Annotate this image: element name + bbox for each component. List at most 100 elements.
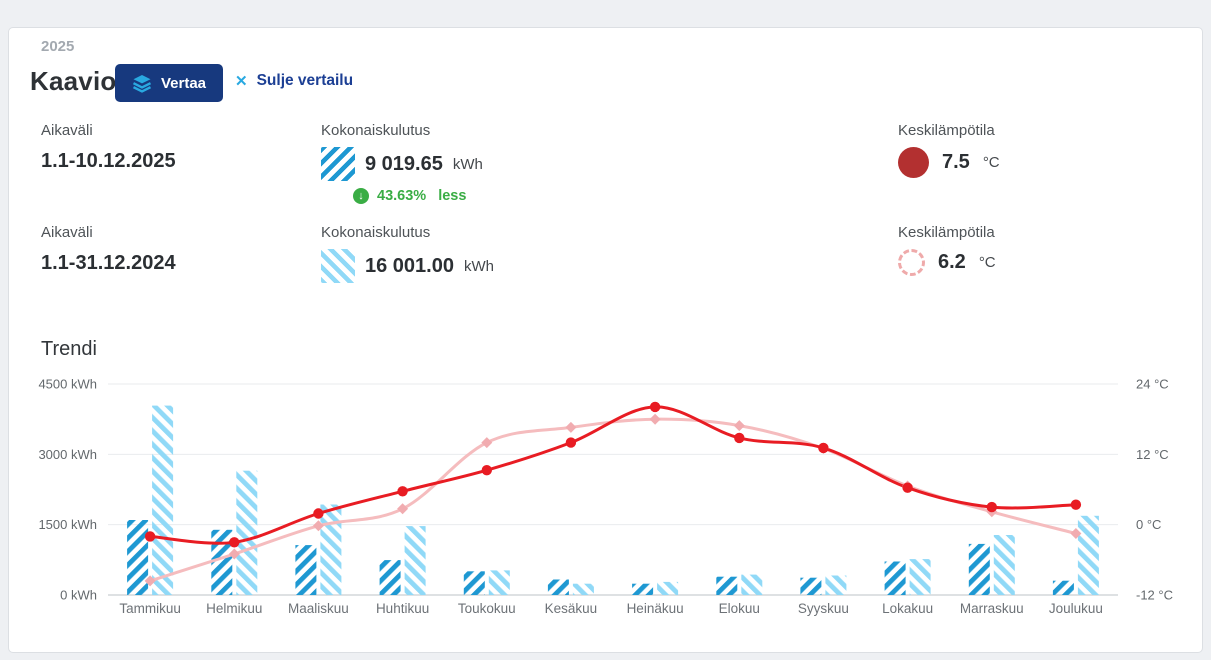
month-label: Lokakuu	[882, 601, 933, 616]
bar-consumption-2024-tammikuu[interactable]	[152, 405, 174, 595]
decrease-badge: ↓ 43.63% less	[353, 188, 483, 204]
bar-consumption-2025-joulukuu[interactable]	[1052, 580, 1074, 595]
temp-point-temperature-2024-huhtikuu[interactable]	[397, 503, 409, 515]
close-icon: ✕	[235, 72, 248, 90]
bar-consumption-2024-joulukuu[interactable]	[1077, 515, 1099, 595]
bar-consumption-2025-helmikuu[interactable]	[211, 529, 233, 595]
bar-consumption-2025-huhtikuu[interactable]	[379, 560, 401, 595]
consumption-2025: Kokonaiskulutus 9 019.65 kWh ↓ 43.63% le…	[321, 122, 483, 204]
temp-point-temperature-2025-lokakuu[interactable]	[902, 482, 913, 493]
temp-point-temperature-2025-huhtikuu[interactable]	[397, 486, 408, 497]
trend-chart-svg[interactable]: 4500 kWh 3000 kWh 1500 kWh 0 kWh 24 °C 12 °C 0…	[9, 358, 1204, 638]
bar-consumption-2025-marraskuu[interactable]	[968, 543, 990, 595]
month-label: Tammikuu	[119, 601, 181, 616]
temp-point-temperature-2025-tammikuu[interactable]	[144, 531, 156, 542]
month-label: Heinäkuu	[627, 601, 684, 616]
bar-consumption-2025-maaliskuu[interactable]	[295, 545, 317, 595]
temperature-label: Keskilämpötila	[898, 122, 995, 139]
bar-consumption-2024-elokuu[interactable]	[741, 574, 763, 595]
temp-point-temperature-2025-elokuu[interactable]	[734, 432, 745, 444]
compare-button[interactable]: Vertaa	[115, 64, 223, 102]
temp-point-temperature-2024-kesäkuu[interactable]	[565, 421, 577, 433]
consumption-2024: Kokonaiskulutus 16 001.00 kWh	[321, 224, 494, 283]
consumption-unit: kWh	[452, 155, 483, 173]
right-axis-tick: 12 °C	[1136, 447, 1169, 462]
bar-consumption-2024-heinäkuu[interactable]	[657, 581, 679, 595]
left-axis-tick: 3000 kWh	[38, 447, 97, 462]
temp-point-temperature-2025-heinäkuu[interactable]	[649, 401, 661, 413]
bar-consumption-2025-syyskuu[interactable]	[800, 577, 822, 595]
temp-swatch-2024-icon	[898, 249, 925, 276]
temp-point-temperature-2025-syyskuu[interactable]	[818, 442, 829, 454]
period-2025: Aikaväli 1.1-10.12.2025	[41, 122, 176, 173]
temp-point-temperature-2024-toukokuu[interactable]	[481, 437, 493, 449]
temperature-2025: Keskilämpötila 7.5 °C	[898, 122, 1000, 178]
consumption-unit: kWh	[463, 257, 494, 275]
right-axis-tick: 24 °C	[1136, 377, 1169, 392]
bar-consumption-2025-kesäkuu[interactable]	[547, 579, 569, 596]
left-axis-tick: 0 kWh	[60, 588, 97, 603]
temp-point-temperature-2024-heinäkuu[interactable]	[649, 413, 661, 425]
trend-title: Trendi	[41, 338, 97, 360]
bar-consumption-2024-kesäkuu[interactable]	[572, 583, 594, 595]
period-value: 1.1-10.12.2025	[41, 150, 176, 172]
bar-consumption-2025-tammikuu[interactable]	[127, 520, 149, 595]
close-compare-link[interactable]: ✕ Sulje vertailu	[235, 72, 353, 90]
bar-consumption-2025-heinäkuu[interactable]	[632, 583, 654, 595]
year-label: 2025	[41, 38, 75, 55]
month-label: Elokuu	[719, 601, 760, 616]
temp-point-temperature-2025-marraskuu[interactable]	[986, 501, 997, 513]
temp-point-temperature-2024-maaliskuu[interactable]	[312, 520, 324, 532]
consumption-label: Kokonaiskulutus	[321, 122, 431, 139]
compare-button-label: Vertaa	[160, 74, 207, 92]
bar-consumption-2025-lokakuu[interactable]	[884, 561, 906, 596]
temp-point-temperature-2025-helmikuu[interactable]	[229, 537, 240, 548]
consumption-value: 9 019.65	[365, 152, 443, 175]
bar-consumption-2024-lokakuu[interactable]	[909, 559, 931, 595]
temp-swatch-2025-icon	[898, 147, 929, 178]
month-label: Syyskuu	[798, 601, 849, 616]
temperature-unit: °C	[978, 254, 996, 271]
month-label: Toukokuu	[458, 601, 516, 616]
temp-point-temperature-2025-maaliskuu[interactable]	[313, 508, 324, 519]
consumption-label: Kokonaiskulutus	[321, 224, 431, 241]
temp-point-temperature-2024-helmikuu[interactable]	[228, 548, 240, 560]
change-percent: 43.63%	[377, 188, 427, 204]
month-label: Marraskuu	[960, 601, 1024, 616]
right-axis-tick: 0 °C	[1136, 517, 1161, 532]
bar-consumption-2024-toukokuu[interactable]	[488, 570, 510, 595]
bar-consumption-2024-syyskuu[interactable]	[825, 575, 847, 596]
month-label: Kesäkuu	[545, 601, 598, 616]
month-label: Maaliskuu	[288, 601, 349, 616]
period-2024: Aikaväli 1.1-31.12.2024	[41, 224, 176, 275]
bar-consumption-2024-helmikuu[interactable]	[236, 470, 258, 595]
temperature-value: 6.2	[938, 251, 966, 273]
bar-consumption-2024-marraskuu[interactable]	[993, 535, 1015, 595]
temp-point-temperature-2025-joulukuu[interactable]	[1070, 499, 1082, 510]
right-axis-tick: -12 °C	[1136, 588, 1173, 603]
temperature-unit: °C	[982, 154, 1000, 171]
close-compare-label: Sulje vertailu	[256, 72, 354, 89]
temp-point-temperature-2024-elokuu[interactable]	[733, 420, 745, 432]
month-label: Joulukuu	[1049, 601, 1103, 616]
bar-consumption-2025-toukokuu[interactable]	[463, 571, 485, 595]
temperature-value: 7.5	[942, 151, 970, 173]
bar-consumption-2025-elokuu[interactable]	[716, 576, 738, 595]
period-label: Aikaväli	[41, 224, 93, 241]
bar-consumption-2024-huhtikuu[interactable]	[404, 526, 426, 595]
series-swatch-2024-icon	[321, 249, 355, 283]
temp-point-temperature-2025-toukokuu[interactable]	[481, 465, 492, 476]
period-value: 1.1-31.12.2024	[41, 252, 176, 274]
temperature-2024: Keskilämpötila 6.2 °C	[898, 224, 996, 276]
temp-line-temperature-2025	[148, 405, 1078, 545]
temperature-label: Keskilämpötila	[898, 224, 995, 241]
left-axis-tick: 4500 kWh	[38, 377, 97, 392]
arrow-down-icon: ↓	[353, 188, 369, 204]
temp-point-temperature-2025-kesäkuu[interactable]	[565, 437, 577, 448]
series-swatch-2025-icon	[321, 147, 355, 181]
temp-point-temperature-2024-tammikuu[interactable]	[144, 575, 156, 587]
bar-consumption-2024-maaliskuu[interactable]	[320, 504, 342, 596]
temp-point-temperature-2024-joulukuu[interactable]	[1070, 528, 1082, 539]
month-label: Huhtikuu	[376, 601, 429, 616]
trend-chart: 4500 kWh 3000 kWh 1500 kWh 0 kWh 24 °C 12 °C 0…	[9, 358, 1204, 638]
